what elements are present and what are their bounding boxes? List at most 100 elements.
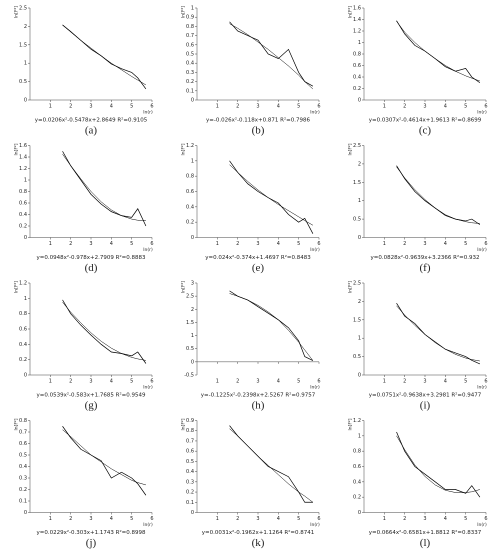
y-tick-label: 1.6: [19, 143, 27, 149]
fit-line: [229, 164, 314, 226]
fit-line: [62, 153, 146, 221]
fit-line: [396, 166, 480, 224]
x-tick-label: 4: [444, 379, 447, 385]
x-tick-label: 1: [216, 104, 219, 110]
x-tick-label: 5: [297, 379, 300, 385]
y-tick-label: 1: [358, 198, 361, 204]
x-tick-label: 3: [256, 379, 259, 385]
fit-line: [62, 302, 146, 361]
y-tick-label: 0.3: [186, 479, 194, 485]
x-axis-label: ln(r): [310, 110, 320, 116]
x-tick-label: 6: [317, 379, 320, 385]
y-tick-label: 1.6: [353, 6, 361, 12]
x-tick-label: 6: [150, 379, 153, 385]
y-tick-label: 0.4: [186, 204, 194, 210]
x-tick-label: 6: [150, 516, 153, 522]
y-tick-label: 1.2: [19, 166, 27, 172]
x-tick-label: 3: [256, 516, 259, 522]
y-tick-label: 0.3: [186, 70, 194, 76]
y-axis-label: ln[F²]: [181, 281, 187, 293]
x-tick-label: 3: [423, 516, 426, 522]
x-tick-label: 1: [383, 241, 386, 247]
panel-label: (g): [85, 400, 98, 412]
y-tick-label: 0.8: [186, 24, 194, 30]
x-tick-label: 5: [130, 516, 133, 522]
y-tick-label: 1.2: [186, 143, 194, 149]
y-tick-label: 1: [191, 333, 194, 339]
panel-label: (f): [420, 262, 431, 274]
y-tick-label: 0.5: [186, 52, 194, 58]
x-tick-label: 5: [464, 104, 467, 110]
y-axis-label: ln[F²]: [348, 281, 354, 293]
x-tick-label: 6: [484, 516, 487, 522]
y-tick-label: 0.4: [19, 342, 27, 348]
y-tick-label: 1.5: [19, 42, 27, 48]
y-tick-label: 1: [24, 296, 27, 302]
data-line: [229, 21, 314, 87]
x-tick-label: 2: [403, 379, 406, 385]
y-axis-label: ln[F²]: [14, 418, 20, 430]
x-tick-label: 5: [464, 241, 467, 247]
equation: y=0.0751x²-0.9638x+3.2981 R²=0.9477: [369, 392, 482, 399]
y-tick-label: 0.4: [186, 469, 194, 475]
y-tick-label: 0.5: [353, 354, 361, 360]
y-tick-label: 2.5: [19, 6, 27, 12]
x-tick-label: 5: [297, 104, 300, 110]
y-tick-label: 0.8: [186, 428, 194, 434]
x-axis-label: ln(r): [310, 522, 320, 528]
y-tick-label: 0.1: [186, 500, 194, 506]
y-tick-label: 0.1: [186, 88, 194, 94]
data-line: [396, 165, 481, 225]
x-tick-label: 5: [464, 379, 467, 385]
x-tick-label: 4: [110, 104, 113, 110]
y-tick-label: 0.2: [186, 79, 194, 85]
y-tick-label: 0.2: [186, 220, 194, 226]
x-tick-label: 5: [297, 516, 300, 522]
x-tick-label: 2: [69, 516, 72, 522]
x-tick-label: 2: [69, 241, 72, 247]
y-tick-label: 0: [24, 98, 27, 104]
x-axis-label: ln(r): [477, 110, 487, 116]
y-tick-label: 0: [24, 235, 27, 241]
fit-line: [229, 428, 314, 503]
x-tick-label: 6: [150, 241, 153, 247]
y-tick-label: 0.6: [186, 42, 194, 48]
y-axis-label: ln[F²]: [181, 143, 187, 155]
y-tick-label: 1.2: [353, 418, 361, 424]
y-tick-label: 1: [358, 40, 361, 46]
y-axis-label: ln[F²]: [14, 143, 20, 155]
y-axis-label: ln[F²]: [181, 418, 187, 430]
y-tick-label: 0.2: [19, 487, 27, 493]
y-tick-label: 0.6: [19, 327, 27, 333]
x-axis-label: ln(r): [143, 247, 153, 253]
y-tick-label: 0.4: [19, 464, 27, 470]
x-tick-label: 3: [423, 241, 426, 247]
equation: y=0.024x²-0.374x+1.4697 R²=0.8483: [205, 254, 311, 261]
y-tick-label: 0.7: [186, 33, 194, 39]
equation: y=0.0206x²-0.5478x+2.8649 R²=0.9105: [35, 117, 148, 124]
x-tick-label: 4: [444, 241, 447, 247]
x-axis-label: ln(r): [477, 385, 487, 391]
y-axis-label: ln[F²]: [348, 418, 354, 430]
x-axis-label: ln(r): [310, 385, 320, 391]
x-tick-label: 6: [484, 241, 487, 247]
equation: y=0.0031x²-0.1962x+1.1264 R²=0.8741: [202, 529, 315, 536]
panel-label: (i): [420, 400, 431, 412]
equation: y=0.0664x²-0.6581x+1.8812 R²=0.8337: [369, 529, 482, 536]
y-tick-label: 0.6: [19, 201, 27, 207]
y-tick-label: 0.6: [186, 189, 194, 195]
panel-label: (d): [85, 262, 98, 274]
y-tick-label: 0.3: [19, 476, 27, 482]
y-tick-label: 0.9: [186, 15, 194, 21]
x-tick-label: 3: [89, 241, 92, 247]
panel-label: (l): [420, 537, 431, 549]
x-tick-label: 5: [130, 104, 133, 110]
y-tick-label: 1: [24, 178, 27, 184]
x-tick-label: 6: [317, 241, 320, 247]
x-tick-label: 1: [383, 516, 386, 522]
x-tick-label: 5: [130, 379, 133, 385]
x-tick-label: 3: [89, 516, 92, 522]
data-line: [229, 425, 313, 503]
x-tick-label: 4: [277, 516, 280, 522]
y-tick-label: 1.4: [19, 155, 27, 161]
